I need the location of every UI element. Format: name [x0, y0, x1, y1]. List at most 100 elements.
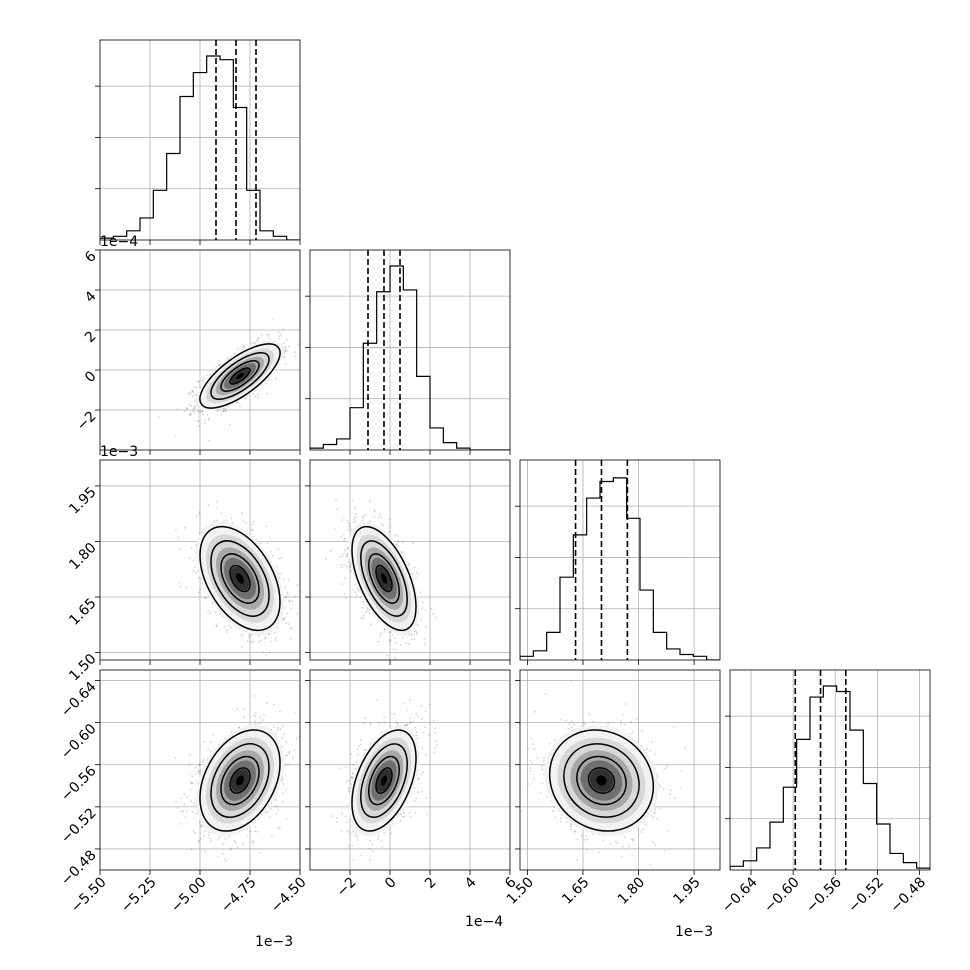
sample-point: [416, 573, 419, 576]
sample-point: [277, 808, 279, 811]
sample-point: [214, 611, 217, 614]
sample-point: [275, 565, 278, 568]
sample-point: [397, 535, 400, 537]
sample-point: [285, 754, 288, 757]
sample-point: [312, 569, 314, 571]
panel-frame: [519, 459, 721, 661]
sample-point: [340, 563, 342, 566]
sample-point: [380, 516, 383, 519]
sample-point: [216, 409, 219, 412]
sample-point: [218, 613, 221, 615]
sample-point: [207, 417, 210, 420]
sample-point: [401, 540, 404, 543]
sample-point: [179, 548, 181, 551]
sample-point: [389, 518, 391, 521]
panel-inner: [520, 460, 720, 660]
sample-point: [266, 542, 269, 545]
sample-point: [354, 520, 357, 523]
sample-point: [180, 810, 183, 813]
sample-point: [379, 634, 382, 637]
sample-point: [368, 499, 371, 502]
sample-point: [193, 386, 196, 389]
sample-point: [345, 555, 348, 558]
sample-point: [190, 848, 193, 851]
sample-point: [250, 528, 253, 531]
sample-point: [348, 525, 351, 528]
sample-point: [223, 625, 226, 628]
density-level-5: [235, 573, 244, 584]
sample-point: [215, 365, 218, 368]
sample-point: [243, 345, 246, 348]
sample-point: [261, 719, 264, 722]
contour-3: [375, 564, 393, 593]
density-level-5: [235, 372, 244, 380]
sample-point: [222, 410, 225, 413]
sample-point: [344, 597, 347, 599]
sample-point: [288, 623, 290, 625]
contour-0: [199, 525, 281, 632]
sample-point: [192, 559, 195, 562]
sample-point: [236, 708, 239, 711]
sample-point: [410, 634, 413, 636]
sample-point: [277, 827, 280, 830]
sample-point: [226, 629, 229, 631]
sample-point: [183, 527, 186, 529]
sample-point: [248, 633, 251, 636]
sample-point: [270, 550, 272, 553]
sample-point: [257, 640, 260, 643]
sample-point: [267, 336, 270, 339]
sample-point: [202, 761, 204, 764]
sample-point: [221, 853, 224, 855]
sample-point: [395, 648, 398, 651]
sample-point: [294, 355, 297, 358]
sample-point: [193, 412, 196, 414]
sample-point: [236, 401, 239, 404]
sample-point: [242, 347, 245, 350]
sample-point: [279, 334, 282, 336]
panel-frame: [99, 459, 301, 661]
sample-point: [242, 344, 245, 347]
sample-point: [350, 570, 353, 572]
sample-point: [219, 835, 222, 838]
sample-point: [278, 826, 281, 829]
sample-point: [210, 840, 213, 842]
sample-point: [280, 557, 283, 560]
sample-point: [377, 640, 380, 643]
sample-point: [174, 435, 177, 438]
sample-point: [206, 413, 209, 416]
sample-point: [158, 416, 161, 419]
panel-2-2: [515, 459, 721, 665]
sample-point: [207, 418, 210, 421]
sample-point: [192, 829, 195, 832]
sample-point: [291, 627, 293, 630]
panel-inner: [100, 250, 300, 450]
sample-point: [268, 334, 271, 336]
sample-point: [343, 539, 345, 541]
sample-point: [207, 504, 210, 506]
sample-point: [397, 545, 400, 547]
sample-point: [176, 806, 179, 809]
sample-point: [195, 515, 198, 518]
sample-point: [296, 613, 299, 615]
sample-point: [283, 617, 286, 620]
sample-point: [198, 513, 201, 515]
sample-point: [378, 515, 381, 518]
sample-point: [195, 773, 198, 776]
sample-point: [198, 511, 201, 513]
sample-point: [341, 555, 344, 557]
sample-point: [410, 675, 412, 677]
sample-point: [192, 409, 195, 412]
sample-point: [243, 716, 246, 719]
sample-point: [361, 515, 364, 518]
sample-point: [233, 352, 236, 355]
sample-point: [254, 395, 257, 398]
sample-point: [252, 393, 255, 395]
sample-point: [383, 628, 386, 631]
sample-point: [388, 631, 391, 634]
sample-point: [240, 512, 243, 514]
sample-point: [335, 498, 337, 501]
panel-2-0: [95, 459, 314, 665]
panel-inner: [100, 40, 300, 240]
sample-point: [240, 634, 243, 637]
panel-inner: [310, 250, 510, 450]
